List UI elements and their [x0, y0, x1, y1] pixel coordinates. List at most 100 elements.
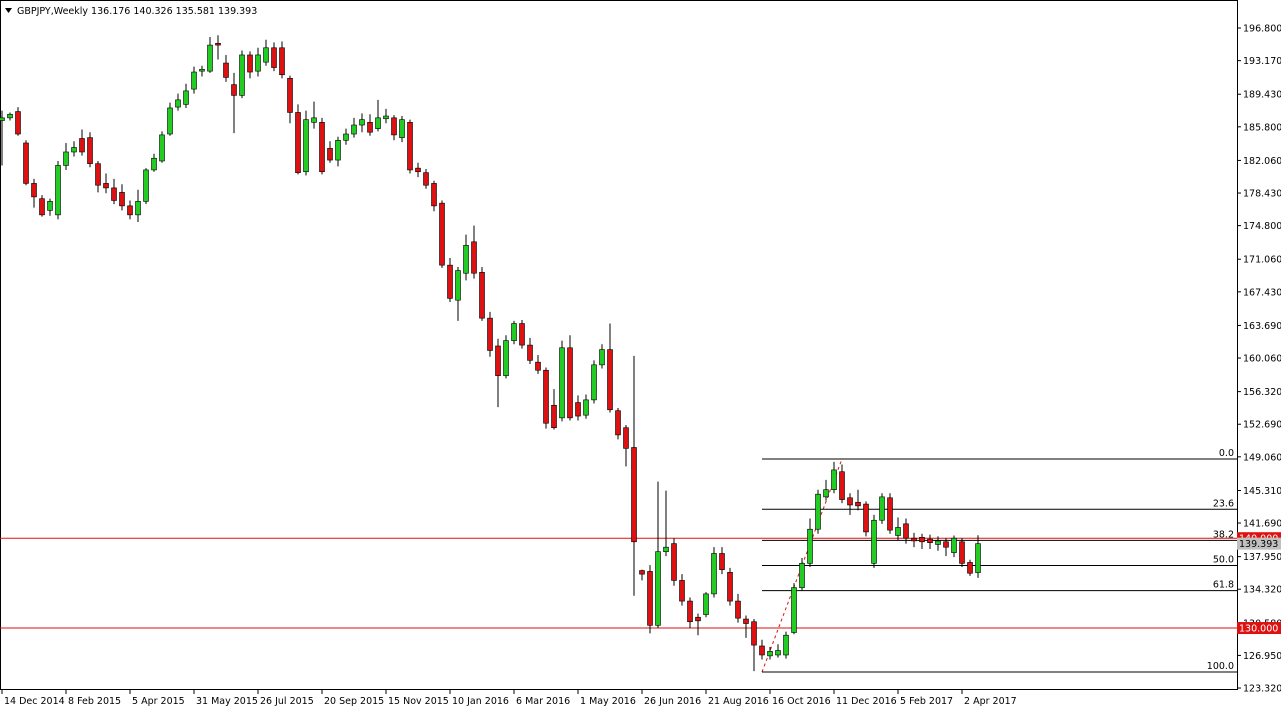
menu-icon[interactable]: [5, 8, 12, 13]
plot-frame: [0, 0, 1238, 690]
fib-level-label: 61.8: [1213, 580, 1234, 591]
candle-body: [31, 183, 37, 198]
candle-body: [775, 650, 781, 656]
candle-body: [399, 119, 405, 138]
candle-body: [55, 165, 61, 216]
candle-body: [327, 148, 333, 161]
y-tick-label: 126.950: [1243, 651, 1281, 662]
candle-body: [407, 122, 413, 171]
candle-body: [183, 90, 189, 105]
candle-body: [543, 369, 549, 424]
candle-body: [471, 241, 477, 274]
candle-body: [975, 543, 981, 573]
candle-body: [935, 540, 941, 545]
y-tick-label: 137.950: [1243, 552, 1281, 563]
candle-body: [903, 523, 909, 539]
candle-body: [615, 410, 621, 436]
candle-body: [0, 117, 5, 121]
y-tick-label: 167.430: [1243, 287, 1281, 298]
y-tick-label: 171.060: [1243, 255, 1281, 266]
candle-body: [463, 245, 469, 274]
candle-body: [119, 192, 125, 207]
candle-body: [951, 537, 957, 553]
y-tick-label: 152.690: [1243, 420, 1281, 431]
x-tick-label: 26 Jun 2016: [644, 696, 701, 707]
candle-body: [591, 364, 597, 401]
x-tick-label: 10 Jan 2016: [452, 696, 509, 707]
candle-body: [735, 600, 741, 619]
candle-body: [687, 600, 693, 623]
candle-body: [47, 201, 53, 211]
candle-body: [511, 323, 517, 341]
candle-body: [703, 593, 709, 615]
candle-body: [279, 47, 285, 76]
candle-body: [495, 345, 501, 376]
candle-body: [287, 78, 293, 113]
candle-body: [711, 553, 717, 595]
candle-body: [623, 427, 629, 449]
candle-body: [167, 107, 173, 135]
candle-body: [303, 119, 309, 173]
candle-body: [143, 169, 149, 202]
candle-body: [63, 151, 69, 166]
candle-body: [447, 264, 453, 299]
candle-body: [863, 503, 869, 533]
candle-body: [247, 54, 253, 73]
fib-trend-line: [761, 458, 843, 673]
candle-body: [199, 69, 205, 72]
candle-body: [23, 142, 29, 184]
candle-body: [487, 317, 493, 351]
candle-body: [159, 134, 165, 162]
candle-body: [567, 347, 573, 419]
candle-body: [367, 122, 373, 133]
candle-body: [647, 571, 653, 626]
candle-body: [223, 62, 229, 78]
candle-body: [879, 496, 885, 521]
candle-body: [503, 340, 509, 376]
candle-body: [535, 361, 541, 371]
y-tick-label: 156.320: [1243, 387, 1281, 398]
candle-body: [375, 117, 381, 129]
candle-body: [871, 519, 877, 564]
x-tick-label: 2 Apr 2017: [964, 696, 1017, 707]
candle-body: [255, 54, 261, 72]
candle-body: [135, 201, 141, 216]
candle-body: [855, 501, 861, 507]
candle-body: [359, 119, 365, 126]
candle-body: [895, 527, 901, 536]
candle-body: [631, 447, 637, 543]
x-tick-label: 5 Apr 2015: [132, 696, 185, 707]
candle-body: [887, 497, 893, 531]
candle-body: [927, 538, 933, 543]
price-tag-label: 130.000: [1239, 624, 1278, 635]
candle-body: [743, 618, 749, 624]
x-tick-label: 1 May 2016: [580, 696, 636, 707]
candle-body: [351, 124, 357, 135]
candle-body: [439, 202, 445, 266]
y-tick-label: 189.430: [1243, 90, 1281, 101]
candle-body: [175, 99, 181, 108]
y-tick-label: 123.320: [1243, 684, 1281, 695]
candle-body: [415, 167, 421, 173]
y-tick-label: 145.310: [1243, 486, 1281, 497]
x-tick-label: 31 May 2015: [196, 696, 258, 707]
candle-body: [719, 553, 725, 570]
candle-body: [607, 349, 613, 411]
candle-body: [79, 138, 85, 153]
candle-body: [343, 133, 349, 141]
candle-body: [959, 541, 965, 564]
x-tick-label: 16 Oct 2016: [772, 696, 831, 707]
x-tick-label: 14 Dec 2014: [4, 696, 65, 707]
candle-body: [583, 399, 589, 416]
candle-body: [215, 42, 221, 46]
candle-body: [111, 187, 117, 201]
y-tick-label: 141.690: [1243, 519, 1281, 530]
candle-body: [807, 528, 813, 564]
candle-body: [7, 113, 13, 119]
candle-body: [423, 172, 429, 186]
candle-body: [967, 562, 973, 574]
y-tick-label: 149.060: [1243, 452, 1281, 463]
candle-body: [791, 587, 797, 633]
